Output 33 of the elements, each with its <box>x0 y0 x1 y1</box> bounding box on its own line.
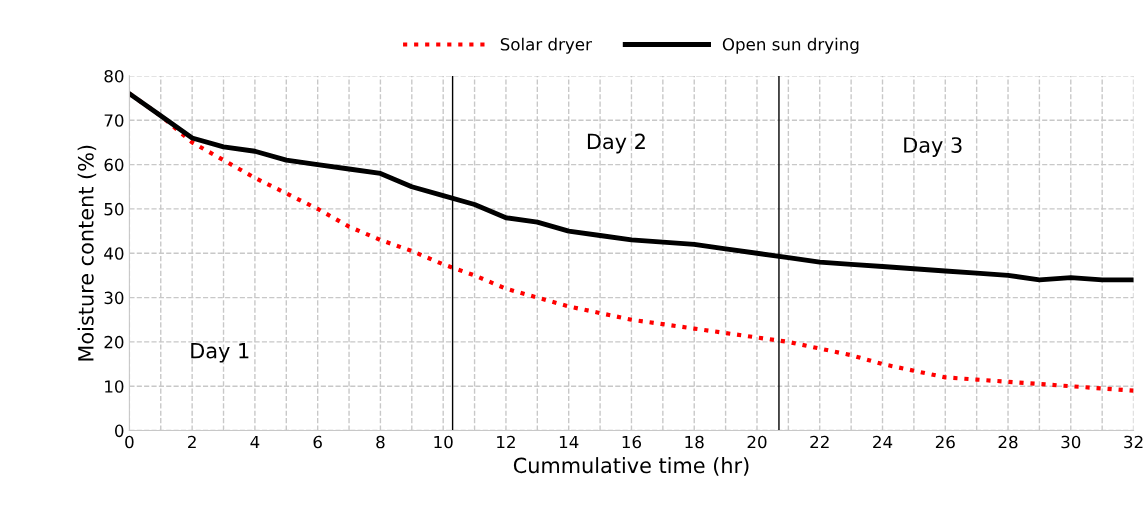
x-tick-label: 0 <box>125 435 134 449</box>
annotation: Day 3 <box>904 137 962 157</box>
x-tick-label: 28 <box>998 435 1018 449</box>
x-tick-label: 20 <box>747 435 767 449</box>
annotation: Day 1 <box>191 343 249 363</box>
x-tick-label: 18 <box>685 435 704 449</box>
x-tick-label: 14 <box>559 435 579 449</box>
x-tick-label: 24 <box>873 435 893 449</box>
legend-label: Open sun drying <box>722 37 859 54</box>
x-tick-label: 8 <box>376 435 385 449</box>
y-tick-label: 40 <box>104 247 124 260</box>
y-tick-label: 20 <box>104 335 124 349</box>
y-tick-label: 50 <box>104 202 124 216</box>
y-tick-label: 70 <box>104 114 124 127</box>
legend-label: Solar dryer <box>500 37 592 54</box>
x-tick-label: 10 <box>434 435 453 449</box>
x-tick-label: 32 <box>1124 435 1143 449</box>
x-tick-label: 22 <box>810 435 829 449</box>
y-tick-label: 0 <box>115 424 124 438</box>
x-tick-label: 26 <box>935 435 955 449</box>
x-axis-title: Cummulative time (hr) <box>513 457 749 476</box>
x-tick-label: 30 <box>1061 435 1081 449</box>
y-tick-label: 30 <box>104 291 124 305</box>
annotation: Day 2 <box>587 133 645 154</box>
x-tick-label: 16 <box>622 435 642 449</box>
y-tick-label: 60 <box>104 158 124 172</box>
x-tick-label: 6 <box>313 435 322 449</box>
y-tick-label: 10 <box>105 380 124 393</box>
x-tick-label: 12 <box>497 435 515 449</box>
x-tick-label: 2 <box>188 435 196 449</box>
y-tick-label: 80 <box>104 69 124 83</box>
y-axis-title: Moisture content (%) <box>77 145 97 361</box>
x-tick-label: 4 <box>250 435 260 449</box>
